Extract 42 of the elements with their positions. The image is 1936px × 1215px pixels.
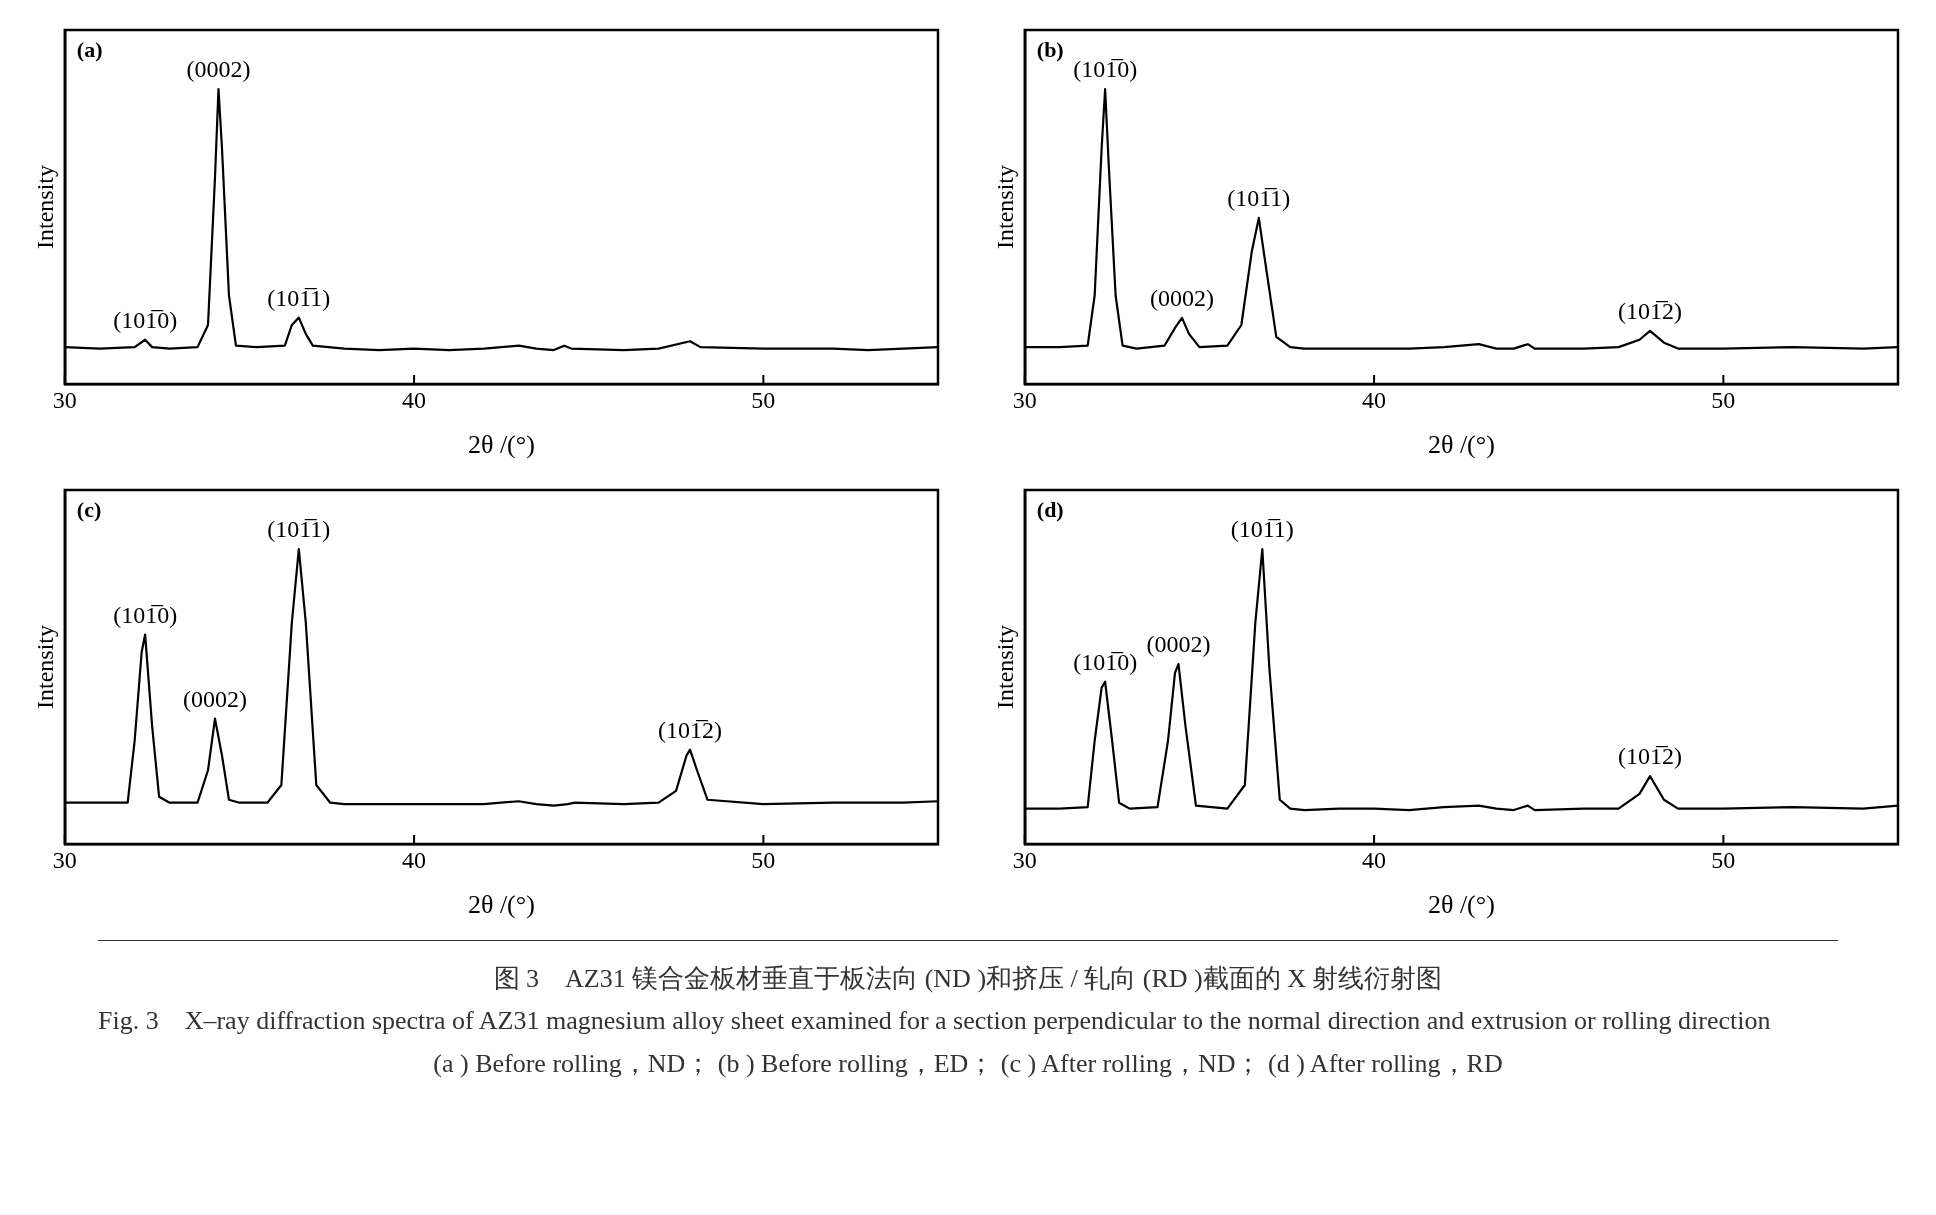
annotation: (101̅2) (658, 716, 722, 743)
x-tick-label: 30 (1012, 846, 1037, 873)
x-tick-label: 50 (751, 386, 776, 413)
text: (a ) Before rolling，ND； (b ) Before rolling，ED； (c ) After rolling，ND； (d ) After rolling，RD (432, 1047, 1504, 1080)
annotation: (101̅1) (267, 516, 331, 543)
y-axis-title: Intensity (31, 165, 58, 249)
text: (b) (1036, 36, 1064, 62)
annotation: (0002) (183, 685, 247, 712)
y-axis-title: Intensity (991, 625, 1018, 709)
annotation: (0002) (1146, 631, 1211, 658)
x-tick-label: 50 (1711, 846, 1736, 873)
x-axis-title: 2θ /(°) (467, 890, 535, 920)
text: (d) (1036, 496, 1064, 522)
x-tick-label: 30 (52, 846, 77, 873)
annotation: (101̅0) (1073, 649, 1138, 676)
x-tick-label: 30 (52, 386, 77, 413)
x-axis-title: 2θ /(°) (467, 430, 535, 460)
x-tick-label: 50 (751, 846, 776, 873)
annotation: (101̅2) (1618, 743, 1682, 770)
annotation: (0002) (186, 56, 251, 83)
x-tick-label: 50 (1711, 386, 1736, 413)
x-tick-label: 30 (1012, 386, 1037, 413)
y-axis-title: Intensity (991, 165, 1018, 249)
caption: 图 3 AZ31 镁合金板材垂直于板法向 (ND )和挤压 / 轧向 (RD )截面的 X 射线衍射图 (492, 963, 1444, 995)
annotation: (101̅1) (1227, 185, 1291, 212)
caption: Fig. 3 X–ray diffraction spectra of AZ31 magnesium alloy sheet examined for a section perpendicular to the normal direction and extrusion or rolling direction (98, 1005, 1772, 1038)
text: (a) (76, 36, 103, 62)
text: (c) (76, 496, 102, 522)
annotation: (0002) (1149, 285, 1214, 312)
x-axis-title: 2θ /(°) (1427, 430, 1495, 460)
x-tick-label: 40 (1362, 386, 1387, 413)
y-axis-title: Intensity (31, 625, 58, 709)
annotation: (101̅0) (113, 307, 178, 334)
x-tick-label: 40 (1362, 846, 1387, 873)
annotation: (101̅1) (1230, 516, 1294, 543)
annotation: (101̅2) (1618, 298, 1682, 325)
x-tick-label: 40 (402, 846, 427, 873)
x-tick-label: 40 (402, 386, 427, 413)
annotation: (101̅0) (1073, 56, 1138, 83)
annotation: (101̅1) (267, 284, 331, 311)
x-axis-title: 2θ /(°) (1427, 890, 1495, 920)
annotation: (101̅0) (113, 601, 178, 628)
